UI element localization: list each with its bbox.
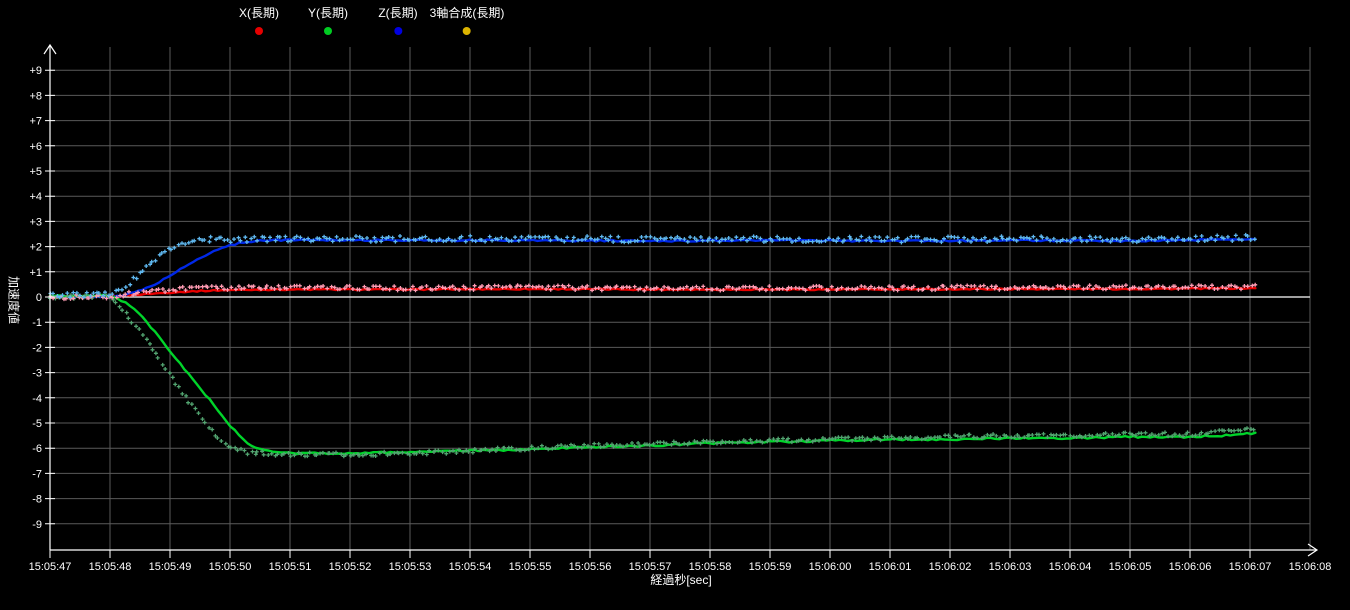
x-tick-label: 15:06:04 [1049,561,1092,573]
series-y-raw-scatter [47,293,1256,459]
x-tick-label: 15:06:07 [1229,561,1272,573]
x-tick-label: 15:06:05 [1109,561,1152,573]
x-axis-arrow-icon [1307,543,1319,557]
legend-label: Y(長期) [308,6,348,20]
x-tick-label: 15:05:56 [569,561,612,573]
y-tick-label: +4 [29,191,42,203]
y-tick-label: +7 [29,116,42,128]
y-tick-label: -1 [32,317,42,329]
x-tick-label: 15:06:00 [809,561,852,573]
axis-ticks [45,69,1251,558]
y-tick-label: -9 [32,519,42,531]
y-tick-label: +5 [29,166,42,178]
legend-dot-icon [324,27,332,35]
legend-item-y-long[interactable]: Y(長期) [308,6,348,35]
series-group [47,232,1258,459]
y-tick-label: -8 [32,494,42,506]
legend: X(長期) Y(長期) Z(長期) 3軸合成(長期) [0,0,1350,42]
y-axis-title: 加速度値 [6,275,21,325]
legend-item-x-long[interactable]: X(長期) [239,6,279,35]
y-tick-label: -7 [32,468,42,480]
y-tick-labels: +9 +8 +7 +6 +5 +4 +3 +2 +1 0 -1 -2 -3 -4 -5 -6 -7 -8 -9 [29,65,42,531]
legend-dot-icon [255,27,263,35]
y-tick-label: -6 [32,443,42,455]
x-tick-label: 15:05:51 [269,561,312,573]
x-tick-label: 15:05:57 [629,561,672,573]
legend-label: X(長期) [239,6,279,20]
legend-label: 3軸合成(長期) [429,6,505,20]
y-tick-label: -5 [32,418,42,430]
legend-item-composite-long[interactable]: 3軸合成(長期) [429,6,505,35]
x-tick-label: 15:06:03 [989,561,1032,573]
x-tick-label: 15:05:55 [509,561,552,573]
x-tick-label: 15:05:47 [29,561,72,573]
x-tick-label: 15:06:06 [1169,561,1212,573]
legend-item-z-long[interactable]: Z(長期) [378,6,418,35]
axes [49,46,1316,551]
x-axis-title: 経過秒[sec] [650,573,711,587]
series-y-long-line [48,293,1257,456]
x-tick-label: 15:05:49 [149,561,192,573]
x-tick-label: 15:06:02 [929,561,972,573]
legend-label: Z(長期) [378,6,418,20]
x-tick-label: 15:05:48 [89,561,132,573]
x-tick-labels: 15:05:47 15:05:48 15:05:49 15:05:50 15:05:51… [29,561,1332,573]
y-tick-label: +6 [29,141,42,153]
y-tick-label: +2 [29,242,42,254]
y-axis-arrow-icon [43,43,57,55]
x-tick-label: 15:06:08 [1289,561,1332,573]
x-tick-label: 15:05:50 [209,561,252,573]
gridlines [50,47,1311,550]
x-tick-label: 15:05:54 [449,561,492,573]
y-tick-label: -2 [32,342,42,354]
y-tick-label: +9 [29,65,42,77]
y-tick-label: -4 [32,393,42,405]
x-tick-label: 15:05:53 [389,561,432,573]
legend-dot-icon [462,27,471,35]
x-tick-label: 15:05:58 [689,561,732,573]
y-tick-label: -3 [32,368,42,380]
y-tick-label: +3 [29,216,42,228]
y-tick-label: +1 [29,267,42,279]
series-z-long-line [48,237,1257,299]
x-tick-label: 15:05:59 [749,561,792,573]
legend-dot-icon [393,27,402,35]
y-tick-label: 0 [36,292,42,304]
x-tick-label: 15:05:52 [329,561,372,573]
y-tick-label: +8 [29,90,42,102]
x-tick-label: 15:06:01 [869,561,912,573]
